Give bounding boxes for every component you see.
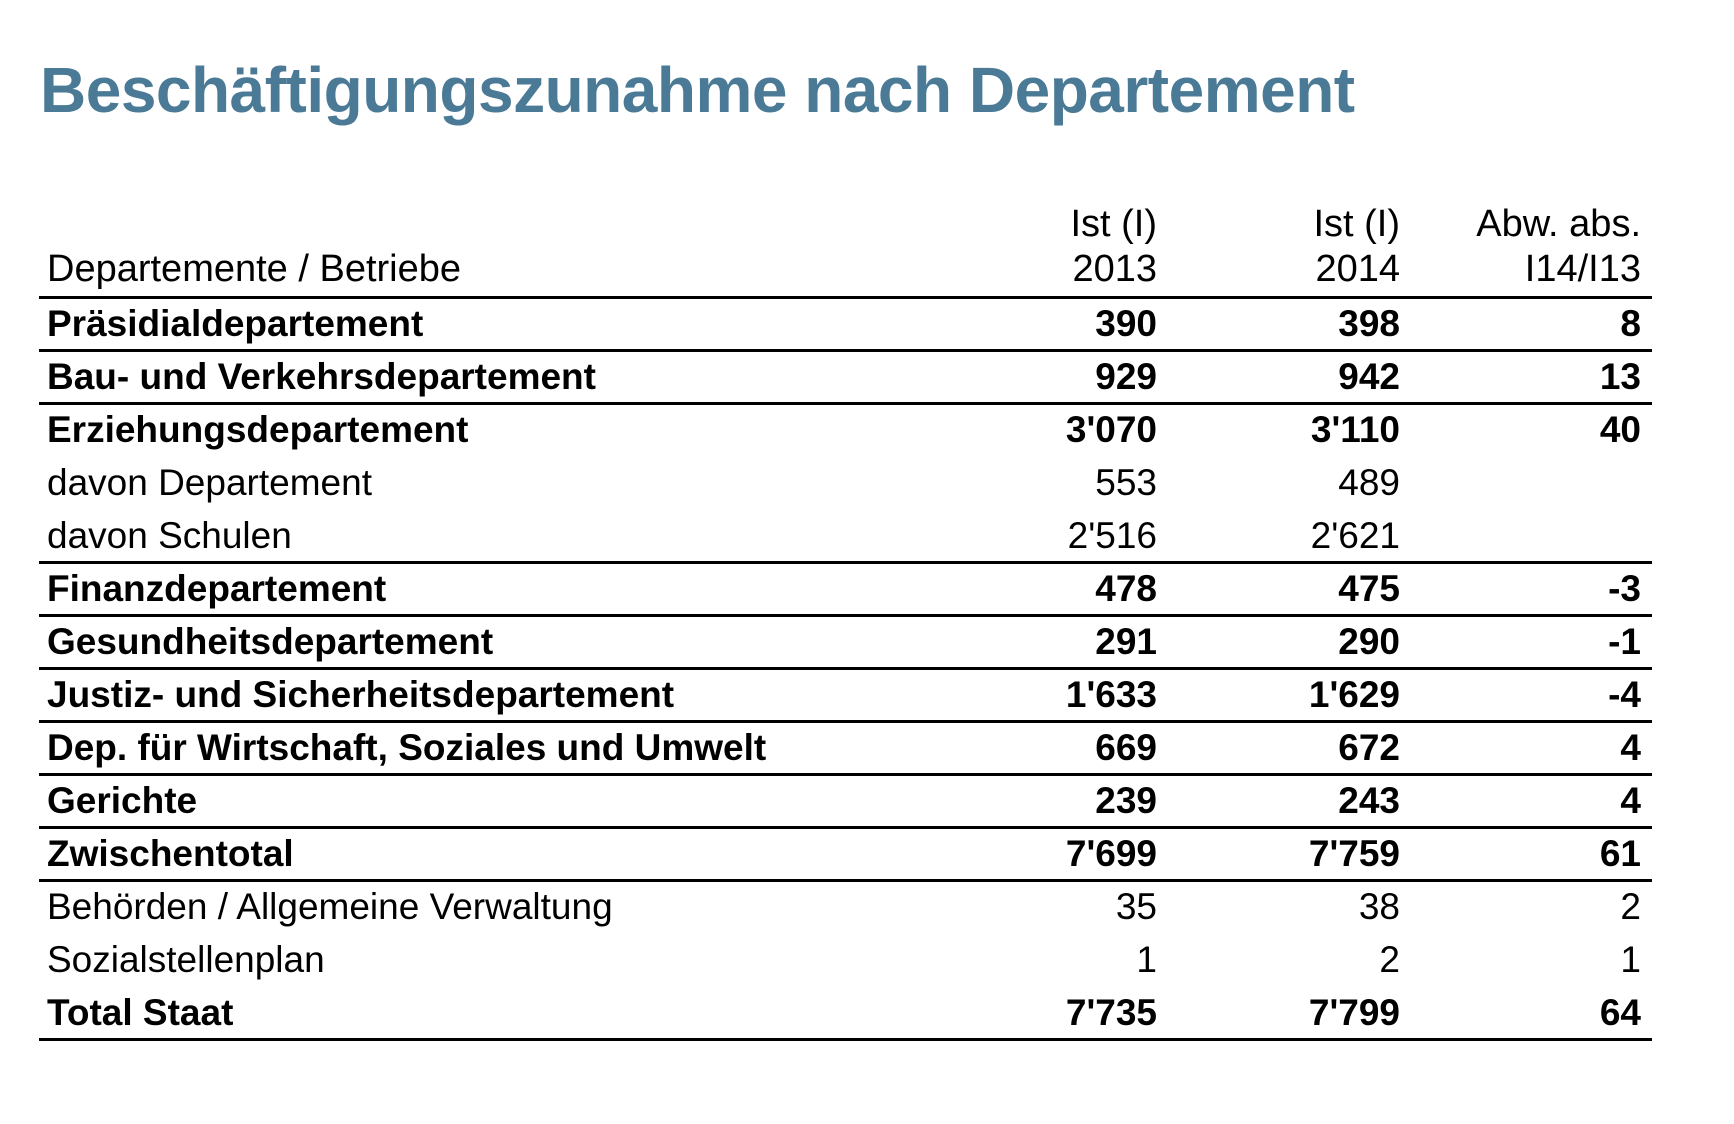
value-abw: -4 xyxy=(1608,674,1641,715)
row-label: davon Schulen xyxy=(47,515,292,556)
row-label: Bau- und Verkehrsdepartement xyxy=(47,356,596,397)
value-2013: 1 xyxy=(1136,939,1157,980)
column-header-department: Departemente / Betriebe xyxy=(47,248,462,290)
value-2014: 1'629 xyxy=(1308,674,1400,715)
table-row: Erziehungsdepartement 3'070 3'110 40 xyxy=(39,405,1652,458)
value-2014: 3'110 xyxy=(1310,409,1400,450)
column-header-2013-line2: 2013 xyxy=(1072,248,1157,290)
value-2014: 2'621 xyxy=(1310,515,1400,556)
table-row: Finanzdepartement 478 475 -3 xyxy=(39,564,1652,617)
table-row: Behörden / Allgemeine Verwaltung 35 38 2 xyxy=(39,882,1652,935)
row-label: Gerichte xyxy=(47,780,198,821)
row-label: Sozialstellenplan xyxy=(47,939,325,980)
value-2013: 7'735 xyxy=(1065,992,1157,1033)
value-2013: 3'070 xyxy=(1065,409,1157,450)
employment-table: Departemente / Betriebe Ist (I) 2013 Ist… xyxy=(39,199,1652,1041)
page-title: Beschäftigungszunahme nach Departement xyxy=(40,54,1355,126)
table-row: davon Schulen 2'516 2'621 xyxy=(39,511,1652,564)
value-abw: 4 xyxy=(1620,727,1641,768)
value-2014: 942 xyxy=(1338,356,1400,397)
value-2014: 489 xyxy=(1338,462,1400,503)
row-label: Zwischentotal xyxy=(47,833,294,874)
value-2013: 553 xyxy=(1095,462,1157,503)
value-2014: 290 xyxy=(1338,621,1400,662)
row-label: Justiz- und Sicherheitsdepartement xyxy=(47,674,675,715)
row-label: Total Staat xyxy=(47,992,234,1033)
table-row: Dep. für Wirtschaft, Soziales und Umwelt… xyxy=(39,723,1652,776)
table-body: Präsidialdepartement 390 398 8 Bau- und Verk… xyxy=(39,299,1652,1041)
value-2014: 475 xyxy=(1338,568,1400,609)
row-label: Erziehungsdepartement xyxy=(47,409,469,450)
value-abw: 1 xyxy=(1620,939,1641,980)
table-row: Sozialstellenplan 1 2 1 xyxy=(39,935,1652,988)
value-2013: 35 xyxy=(1115,886,1157,927)
value-abw: -3 xyxy=(1608,568,1641,609)
row-label: Präsidialdepartement xyxy=(47,303,424,344)
value-2014: 398 xyxy=(1338,303,1400,344)
column-header-abw-line1: Abw. abs. xyxy=(1476,203,1641,245)
value-2014: 243 xyxy=(1338,780,1400,821)
value-2013: 669 xyxy=(1095,727,1157,768)
value-abw: 13 xyxy=(1599,356,1641,397)
value-abw: 61 xyxy=(1599,833,1641,874)
column-header-abw-line2: I14/I13 xyxy=(1524,248,1641,290)
value-abw: 8 xyxy=(1620,303,1641,344)
value-2013: 291 xyxy=(1095,621,1157,662)
value-2013: 478 xyxy=(1095,568,1157,609)
value-2014: 7'759 xyxy=(1308,833,1400,874)
value-2013: 390 xyxy=(1095,303,1157,344)
table-row: Zwischentotal 7'699 7'759 61 xyxy=(39,829,1652,882)
table-row: Total Staat 7'735 7'799 64 xyxy=(39,988,1652,1041)
value-abw: 2 xyxy=(1620,886,1641,927)
value-2013: 7'699 xyxy=(1065,833,1157,874)
table-row: davon Departement 553 489 xyxy=(39,458,1652,511)
column-header-2013-line1: Ist (I) xyxy=(1070,203,1157,245)
row-label: Dep. für Wirtschaft, Soziales und Umwelt xyxy=(47,727,767,768)
value-2014: 672 xyxy=(1338,727,1400,768)
value-2013: 2'516 xyxy=(1067,515,1157,556)
value-2013: 929 xyxy=(1095,356,1157,397)
value-abw: 64 xyxy=(1599,992,1641,1033)
table-row: Präsidialdepartement 390 398 8 xyxy=(39,299,1652,352)
table-row: Gerichte 239 243 4 xyxy=(39,776,1652,829)
table-row: Gesundheitsdepartement 291 290 -1 xyxy=(39,617,1652,670)
row-label: Gesundheitsdepartement xyxy=(47,621,494,662)
table-row: Justiz- und Sicherheitsdepartement 1'633 1… xyxy=(39,670,1652,723)
value-2013: 1'633 xyxy=(1065,674,1157,715)
column-header-2014-line2: 2014 xyxy=(1315,248,1400,290)
value-abw: 4 xyxy=(1620,780,1641,821)
value-abw: 40 xyxy=(1599,409,1641,450)
value-2014: 38 xyxy=(1358,886,1400,927)
value-abw: -1 xyxy=(1608,621,1641,662)
row-label: Behörden / Allgemeine Verwaltung xyxy=(47,886,613,927)
row-label: Finanzdepartement xyxy=(47,568,387,609)
table-row: Bau- und Verkehrsdepartement 929 942 13 xyxy=(39,352,1652,405)
row-label: davon Departement xyxy=(47,462,372,503)
column-header-2014-line1: Ist (I) xyxy=(1313,203,1400,245)
value-2014: 2 xyxy=(1379,939,1400,980)
table-header: Departemente / Betriebe Ist (I) 2013 Ist… xyxy=(39,199,1652,299)
value-2014: 7'799 xyxy=(1308,992,1400,1033)
value-2013: 239 xyxy=(1095,780,1157,821)
